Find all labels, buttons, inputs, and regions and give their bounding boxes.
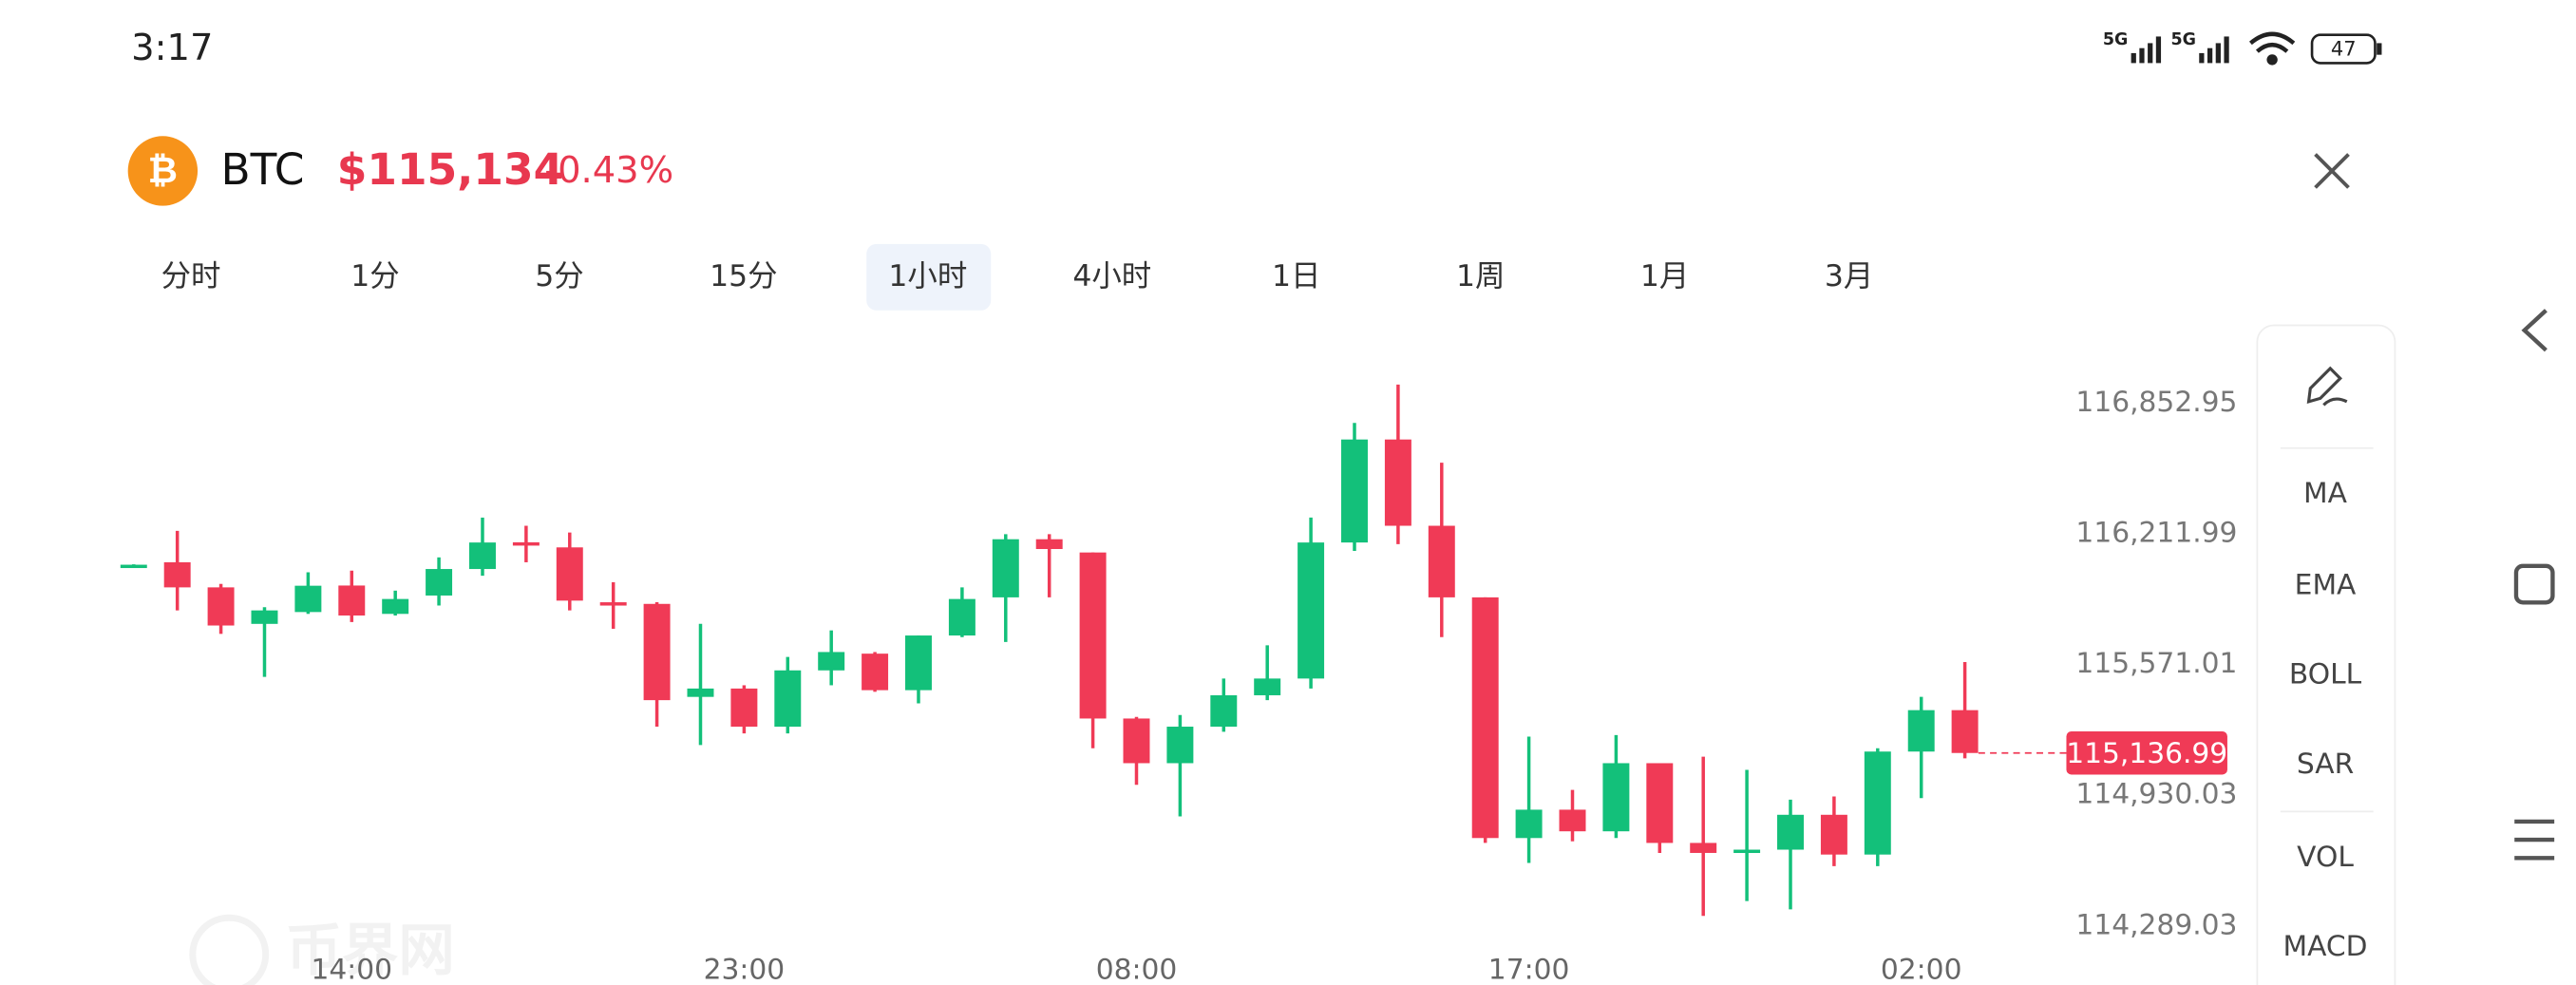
candle-body [1951,710,1979,753]
y-tick-label: 114,930.03 [2075,778,2237,811]
y-tick-label: 116,852.95 [2075,386,2237,419]
candle-body [469,542,496,570]
candle-body [1123,718,1150,764]
candle-body [1254,678,1281,695]
candle-body [992,539,1019,597]
btc-logo [127,136,199,206]
candle-body [1559,809,1586,832]
candle-body [774,670,802,728]
battery-icon [2310,33,2377,65]
back-button[interactable] [2521,309,2548,352]
candle-body [426,569,453,596]
candle-body [120,564,147,569]
x-tick-label: 23:00 [704,954,786,985]
x-tick-label: 14:00 [312,954,393,985]
tab-selected-bg [866,243,992,311]
battery-tip [2377,43,2382,55]
tab[interactable]: 15分 [710,259,777,294]
home-button[interactable] [2513,563,2555,605]
candle-body [207,587,235,626]
candle-body [687,688,714,697]
x-tick-label: 02:00 [1881,954,1962,985]
candle-body [1690,843,1717,853]
x-tick-label: 17:00 [1488,954,1570,985]
tab[interactable]: 5分 [535,259,583,294]
tab[interactable]: 4小时 [1072,259,1151,294]
tab[interactable]: 3月 [1825,259,1873,294]
candle-body [1646,763,1674,843]
signal-icon [2199,36,2229,64]
candle-body [1471,597,1499,839]
tab[interactable]: 分时 [161,259,221,294]
close-button[interactable] [2314,153,2350,189]
tab[interactable]: 1日 [1272,259,1320,294]
candle-body [1602,763,1630,832]
candle-body [1428,525,1455,597]
tab[interactable]: 1小时 [888,259,967,294]
indicator-tool[interactable]: VOL [2297,841,2354,874]
candle-body [948,598,975,636]
candle-body [1864,751,1891,855]
candle-body [818,652,845,671]
candle-body [1166,727,1194,764]
candle-body [730,688,758,728]
candle-body [556,547,583,601]
candle-body [382,598,409,615]
candle-body [599,602,627,606]
tab[interactable]: 1分 [350,259,399,294]
candle-body [1907,710,1935,752]
candle-body [1035,539,1063,550]
menu-button[interactable] [2514,819,2555,861]
indicator-tool[interactable]: MACD [2283,930,2368,963]
change: -0.43% [544,149,673,192]
candle-body [1079,552,1107,719]
network-label: 5G [2171,30,2197,49]
candle-body [1210,694,1238,728]
candle-body [294,585,322,613]
battery-level: 47 [2331,37,2357,60]
candle-body [905,635,932,691]
candle-body [1297,542,1325,679]
draw-tool-icon[interactable] [2306,366,2348,407]
candle-chart: 114,289.03 114,930.03 115,571.01 116,211.99… [120,384,2237,985]
tab[interactable]: 1月 [1640,259,1689,294]
last-price-label: 115,136.99 [2066,737,2227,770]
y-tick-label: 115,571.01 [2075,647,2237,680]
y-tick-label: 116,211.99 [2075,516,2237,549]
network-label: 5G [2103,30,2129,49]
wifi-icon [2249,31,2296,66]
candle-body [338,585,366,616]
last-price-badge [2066,731,2227,775]
candle-body [1341,439,1368,543]
candle-body [1384,439,1411,526]
watermark: 币界网 [286,919,455,984]
candle-body [512,541,540,546]
candle-body [862,654,889,691]
tool-panel [2256,324,2396,985]
indicator-tool[interactable]: EMA [2295,568,2357,601]
candle-body [1515,809,1543,839]
watermark-logo [189,914,270,985]
indicator-tool[interactable]: MA [2303,477,2348,510]
signal-icon [2131,36,2162,64]
candle-body [1733,849,1761,854]
candle-body [251,610,278,624]
indicator-tool[interactable]: BOLL [2289,658,2362,691]
candle-body [643,603,671,701]
candle-body [1777,814,1804,850]
x-tick-label: 08:00 [1096,954,1178,985]
price: $115,134 [337,144,563,195]
candle-body [1820,814,1847,855]
symbol: BTC [221,144,305,195]
status-time: 3:17 [131,27,213,69]
tab[interactable]: 1周 [1456,259,1505,294]
y-tick-label: 114,289.03 [2075,908,2237,941]
candle-body [163,561,191,588]
indicator-tool[interactable]: SAR [2297,748,2354,781]
btc-logo-symbol: ₿ [148,149,178,192]
